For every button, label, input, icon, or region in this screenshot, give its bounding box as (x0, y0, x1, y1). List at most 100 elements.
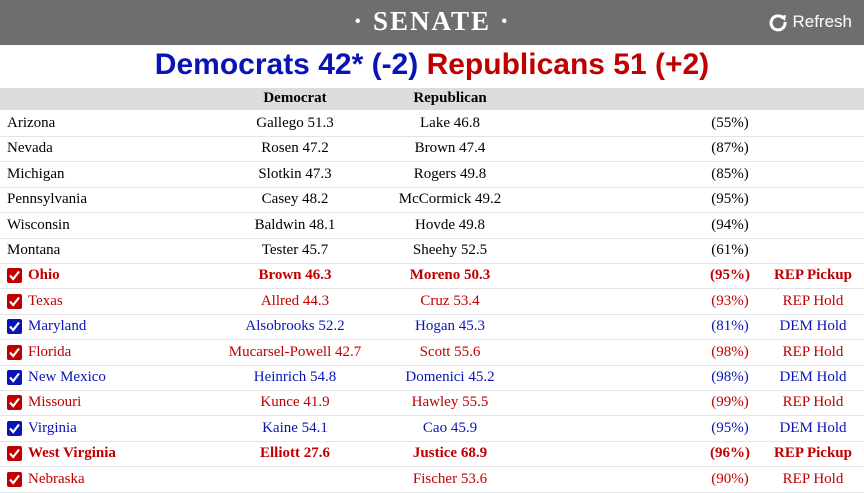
table-row: Pennsylvania Casey 48.2 McCormick 49.2 (95%… (0, 187, 864, 214)
state-cell: Wisconsin (7, 216, 70, 233)
table-row: New Mexico Heinrich 54.8 Domenici 45.2 (98%… (0, 365, 864, 391)
status-cell: REP Pickup (774, 445, 852, 462)
dem-cell: Casey 48.2 (261, 191, 329, 208)
dem-cell: Allred 44.3 (260, 292, 330, 309)
pct-cell: (61%) (711, 242, 749, 258)
table-row: Texas Allred 44.3 Cruz 53.4 (93%) REP Hold (0, 289, 864, 315)
status-cell: REP Hold (782, 292, 844, 309)
status-cell: DEM Hold (779, 318, 847, 335)
pct-cell: (81%) (711, 318, 749, 335)
status-cell: DEM Hold (779, 419, 847, 436)
check-box (7, 395, 22, 411)
rep-cell: Fischer 53.6 (412, 470, 488, 487)
table-row: Ohio Brown 46.3 Moreno 50.3 (95%) REP Pickup (0, 263, 864, 290)
header-bar: · SENATE · Refresh (0, 0, 864, 45)
pct-cell: (55%) (711, 115, 749, 131)
table-row: Wisconsin Baldwin 48.1 Hovde 49.8 (94%) (0, 213, 864, 239)
check-mark (9, 449, 20, 459)
rep-cell: Cruz 53.4 (420, 292, 480, 309)
rep-cell: McCormick 49.2 (398, 191, 502, 208)
rep-cell: Domenici 45.2 (405, 369, 495, 385)
rep-cell: Hovde 49.8 (415, 216, 485, 233)
table-row: Nevada Rosen 47.2 Brown 47.4 (87%) (0, 136, 864, 163)
state-cell: New Mexico (28, 369, 106, 385)
state-cell: Arizona (7, 115, 56, 131)
status-cell: REP Pickup (774, 267, 852, 284)
check-box (7, 420, 22, 436)
check-mark (9, 296, 20, 307)
title: · SENATE · (353, 6, 511, 36)
check-box (7, 370, 22, 385)
check-mark (9, 271, 20, 282)
table-row: Arizona Gallego 51.3 Lake 46.8 (55%) (0, 111, 864, 137)
dem-cell: Heinrich 54.8 (253, 369, 337, 385)
state-cell: Pennsylvania (7, 191, 87, 208)
refresh-label[interactable]: Refresh (792, 12, 852, 31)
refresh-icon (770, 14, 787, 32)
check-box (7, 344, 22, 360)
pct-cell: (95%) (711, 419, 749, 436)
dem-cell: Slotkin 47.3 (258, 165, 332, 182)
dem-cell: Elliott 27.6 (260, 445, 330, 462)
table-row: Michigan Slotkin 47.3 Rogers 49.8 (85%) (0, 162, 864, 188)
dem-cell: Alsobrooks 52.2 (245, 318, 345, 335)
rep-cell: Moreno 50.3 (409, 267, 491, 284)
column-header: Democrat Republican (0, 88, 864, 110)
summary: Democrats 42* (-2) Republicans 51 (+2) (0, 48, 864, 82)
check-box (7, 268, 22, 284)
dem-cell: Gallego 51.3 (256, 115, 334, 131)
state-cell: Maryland (28, 318, 87, 335)
pct-cell: (98%) (711, 369, 749, 385)
pct-cell: (99%) (711, 394, 749, 411)
col-democrat: Democrat (263, 90, 327, 106)
rep-cell: Rogers 49.8 (413, 165, 487, 182)
rep-cell: Cao 45.9 (422, 419, 478, 436)
state-cell: Texas (28, 292, 63, 309)
col-republican: Republican (413, 90, 487, 106)
table-row: West Virginia Elliott 27.6 Justice 68.9 (96… (0, 441, 864, 468)
pct-cell: (96%) (710, 445, 750, 462)
dem-cell: Tester 45.7 (261, 242, 329, 258)
state-cell: Florida (28, 343, 72, 360)
dem-cell: Rosen 47.2 (261, 140, 329, 157)
pct-cell: (95%) (710, 267, 750, 284)
rep-cell: Sheehy 52.5 (412, 242, 488, 258)
pct-cell: (87%) (711, 140, 749, 157)
status-cell: REP Hold (782, 470, 844, 487)
status-cell: REP Hold (782, 394, 844, 411)
dem-cell: Baldwin 48.1 (254, 216, 336, 233)
check-box (7, 471, 22, 487)
check-box (7, 446, 22, 462)
pct-cell: (94%) (711, 216, 749, 233)
table-row: Virginia Kaine 54.1 Cao 45.9 (95%) DEM Hold (0, 416, 864, 442)
table-row: Maryland Alsobrooks 52.2 Hogan 45.3 (81%) DE… (0, 314, 864, 341)
pct-cell: (95%) (711, 191, 749, 208)
table-row: Florida Mucarsel-Powell 42.7 Scott 55.6 (98… (0, 340, 864, 366)
state-cell: Virginia (28, 419, 77, 436)
table-row: Missouri Kunce 41.9 Hawley 55.5 (99%) REP Ho… (0, 390, 864, 417)
dem-summary: Democrats 42* (-2) (154, 48, 419, 81)
pct-cell: (85%) (711, 165, 749, 182)
state-cell: Nebraska (28, 470, 85, 487)
rep-summary: Republicans 51 (+2) (426, 48, 710, 81)
status-cell: REP Hold (782, 343, 844, 360)
state-cell: Michigan (7, 165, 65, 182)
check-mark (9, 423, 20, 434)
table-row: Nebraska Fischer 53.6 (90%) REP Hold (0, 467, 864, 493)
refresh-button[interactable]: Refresh (768, 12, 852, 32)
check-mark (9, 474, 20, 485)
check-mark (9, 398, 20, 409)
check-box (7, 293, 22, 309)
dem-cell: Kunce 41.9 (260, 394, 330, 411)
dem-cell: Mucarsel-Powell 42.7 (228, 343, 362, 360)
state-cell: Nevada (7, 140, 53, 157)
pct-cell: (90%) (711, 470, 749, 487)
dem-cell: Brown 46.3 (258, 267, 332, 284)
state-cell: West Virginia (28, 445, 116, 462)
pct-cell: (93%) (711, 292, 749, 309)
rep-cell: Lake 46.8 (420, 115, 480, 131)
state-cell: Missouri (28, 394, 82, 411)
pct-cell: (98%) (711, 343, 749, 360)
rep-cell: Justice 68.9 (412, 445, 488, 462)
check-mark (9, 347, 20, 358)
